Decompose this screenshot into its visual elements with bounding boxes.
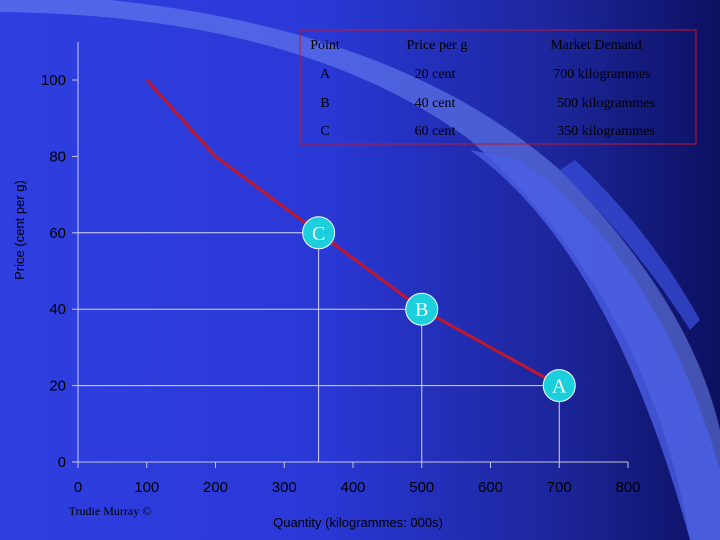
x-axis-ticks: 0 100 200 300 400 500 600 700 800 bbox=[74, 462, 641, 496]
background-swoosh-dark bbox=[470, 150, 720, 540]
table-cell-demand: 700 kilogrammes bbox=[553, 67, 651, 82]
x-tick-label: 800 bbox=[615, 479, 640, 496]
demand-schedule-table: Point Price per g Market Demand A 20 cen… bbox=[299, 29, 697, 145]
table-cell-point: C bbox=[320, 124, 329, 139]
table-border bbox=[299, 29, 697, 145]
x-tick-label: 700 bbox=[547, 479, 572, 496]
x-tick-label: 200 bbox=[203, 479, 228, 496]
table-header-price: Price per g bbox=[407, 38, 468, 53]
table-cell-price: 20 cent bbox=[415, 67, 456, 82]
x-tick-label: 400 bbox=[340, 479, 365, 496]
y-tick-label: 20 bbox=[49, 378, 66, 395]
table-cell-price: 60 cent bbox=[415, 124, 456, 139]
point-markers: C B A bbox=[302, 216, 576, 403]
x-tick-label: 0 bbox=[74, 479, 82, 496]
y-axis-title: Price (cent per g) bbox=[12, 180, 27, 280]
point-marker-b bbox=[405, 292, 439, 326]
background-swoosh-highlight bbox=[560, 160, 700, 330]
x-tick-label: 100 bbox=[134, 479, 159, 496]
y-tick-label: 60 bbox=[49, 225, 66, 242]
table-cell-point: A bbox=[320, 67, 331, 82]
point-marker-label: C bbox=[312, 223, 325, 245]
y-tick-label: 100 bbox=[41, 72, 66, 89]
point-marker-label: A bbox=[552, 376, 567, 398]
point-marker-label: B bbox=[415, 299, 428, 321]
table-header-demand: Market Demand bbox=[550, 38, 641, 53]
y-tick-label: 80 bbox=[49, 148, 66, 165]
table-header-point: Point bbox=[310, 38, 340, 53]
table-cell-price: 40 cent bbox=[415, 96, 456, 111]
credit-text: Trudie Murray © bbox=[69, 504, 152, 518]
point-marker-a bbox=[542, 369, 576, 403]
table-cell-demand: 350 kilogrammes bbox=[557, 124, 655, 139]
x-tick-label: 600 bbox=[478, 479, 503, 496]
x-axis-title: Quantity (kilogrammes: 000s) bbox=[273, 515, 443, 530]
y-tick-label: 40 bbox=[49, 301, 66, 318]
droplines bbox=[78, 232, 560, 462]
x-tick-label: 300 bbox=[272, 479, 297, 496]
point-marker-c bbox=[302, 216, 336, 250]
table-cell-demand: 500 kilogrammes bbox=[557, 96, 655, 111]
y-axis-ticks: 0 20 40 60 80 100 bbox=[41, 72, 78, 471]
table-cell-point: B bbox=[320, 96, 329, 111]
y-tick-label: 0 bbox=[58, 454, 66, 471]
x-tick-label: 500 bbox=[409, 479, 434, 496]
